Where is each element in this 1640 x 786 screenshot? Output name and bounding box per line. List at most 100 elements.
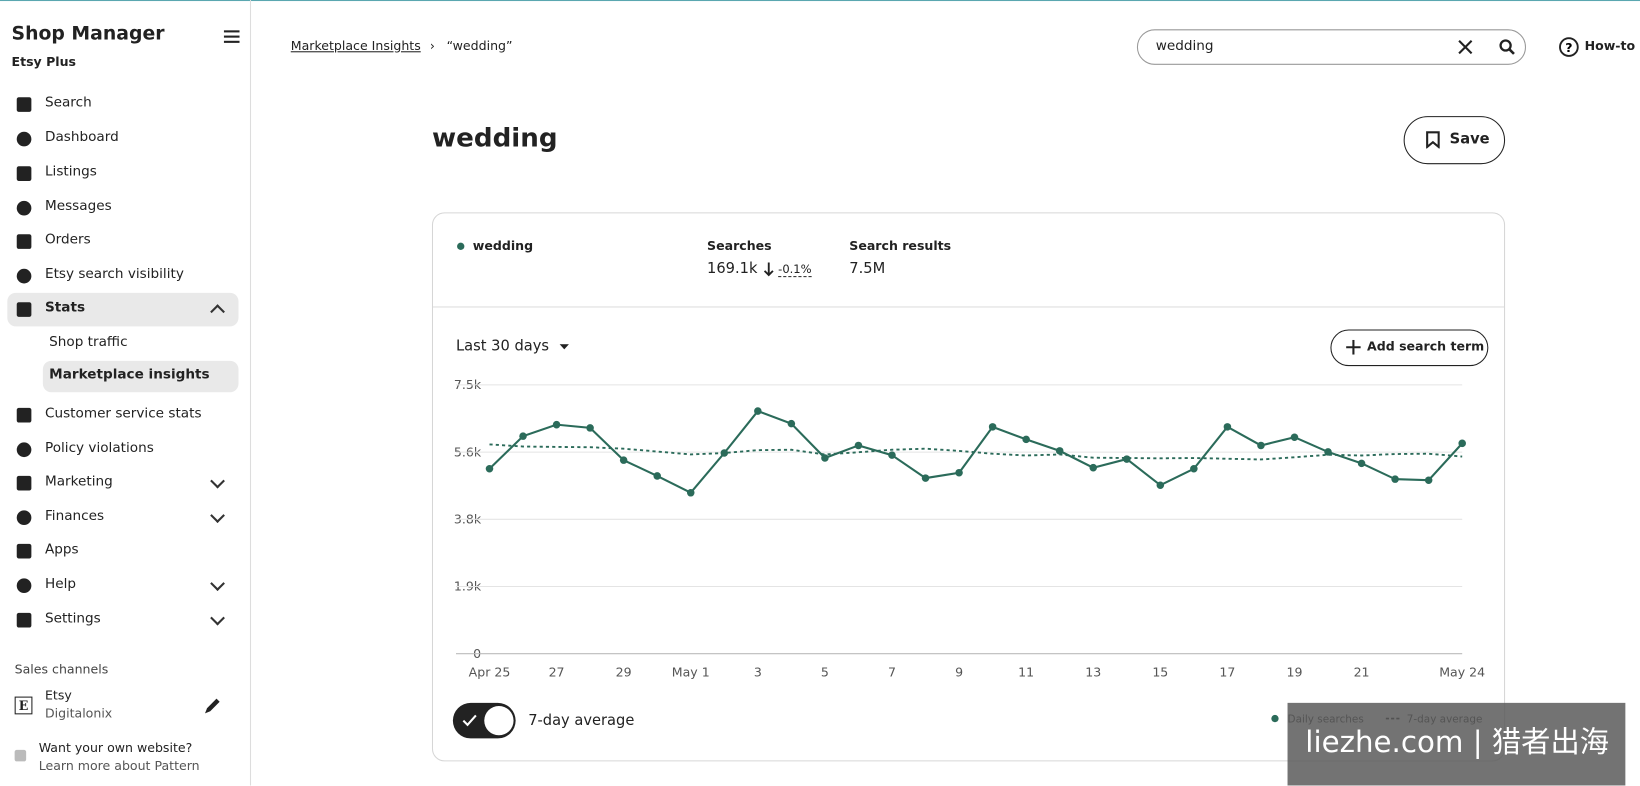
- nav-item[interactable]: Settings: [44, 610, 101, 627]
- breadcrumb-current: “wedding”: [446, 38, 513, 54]
- x-tick-label: 15: [1152, 665, 1168, 680]
- sales-channels: Sales channels: [14, 662, 109, 677]
- svg-text:?: ?: [1565, 40, 1572, 55]
- results-label: Search results: [849, 238, 952, 254]
- data-point: [619, 456, 628, 464]
- data-point: [1190, 464, 1198, 473]
- nav-item[interactable]: Messages: [44, 198, 112, 215]
- top-border: [0, 0, 1640, 2]
- sidebar: Shop Manager Etsy Plus Search Dashboard Li…: [0, 0, 252, 786]
- nav-item[interactable]: Customer service stats: [44, 405, 202, 422]
- nav-icon: [16, 543, 32, 559]
- results-value: 7.5M: [849, 260, 886, 278]
- nav-item[interactable]: Dashboard: [44, 129, 119, 146]
- clear-icon[interactable]: [1458, 40, 1473, 55]
- help-icon[interactable]: ?: [1558, 37, 1579, 58]
- edit-icon[interactable]: [203, 697, 222, 716]
- nav-item[interactable]: Help: [44, 576, 76, 592]
- x-tick-label: 13: [1085, 665, 1101, 680]
- nav-icon: [16, 510, 32, 526]
- nav-icon: [16, 302, 32, 317]
- searches-value: 169.1k: [707, 260, 758, 278]
- data-point: [1223, 423, 1232, 431]
- data-point: [1458, 439, 1466, 448]
- data-point: [854, 441, 863, 450]
- nav-icon: [16, 97, 32, 112]
- nav-subitem[interactable]: Shop traffic: [49, 334, 128, 351]
- data-point: [988, 423, 997, 431]
- menu-icon[interactable]: [223, 29, 241, 44]
- nav-icon: [16, 475, 32, 491]
- down-arrow: [763, 262, 774, 277]
- series-line: [488, 409, 1463, 495]
- nav-item[interactable]: Stats: [44, 300, 86, 316]
- data-point: [787, 419, 796, 428]
- term-dot: [457, 242, 465, 250]
- bookmark-icon: [1426, 131, 1440, 149]
- data-point: [519, 432, 527, 440]
- nav-icon: [16, 407, 32, 423]
- data-point: [1324, 448, 1332, 456]
- range-caret[interactable]: [559, 344, 570, 350]
- x-tick-label: 27: [549, 665, 565, 680]
- plus-icon: [1346, 339, 1361, 355]
- data-point: [1123, 455, 1131, 463]
- x-tick-label: 21: [1354, 665, 1370, 680]
- save-label[interactable]: Save: [1449, 130, 1490, 148]
- x-tick-label: May 1: [672, 665, 710, 680]
- toggle-check: [462, 714, 477, 727]
- chevron[interactable]: [210, 473, 225, 489]
- nav-item[interactable]: Marketing: [44, 473, 113, 490]
- nav-item[interactable]: Apps: [44, 541, 79, 558]
- save-button[interactable]: [1403, 116, 1506, 165]
- x-tick-label: 9: [955, 665, 963, 680]
- nav-item[interactable]: Search: [44, 95, 92, 111]
- nav-icon: [16, 442, 32, 458]
- sidebar-title: Shop Manager: [11, 23, 165, 45]
- data-point: [1357, 459, 1366, 468]
- search-value[interactable]: wedding: [1155, 38, 1214, 55]
- howto[interactable]: How-to: [1584, 38, 1636, 54]
- nav-item[interactable]: Policy violations: [44, 440, 154, 457]
- search-icon[interactable]: [1499, 39, 1516, 56]
- nav-item[interactable]: Listings: [44, 164, 97, 180]
- search-box[interactable]: [1136, 29, 1526, 65]
- x-tick-label: 19: [1287, 665, 1303, 680]
- nav-item[interactable]: Finances: [44, 508, 105, 525]
- data-point: [552, 420, 561, 429]
- x-tick-label: Apr 25: [469, 665, 511, 680]
- promo-link[interactable]: Learn more about Pattern: [38, 758, 200, 773]
- chevron[interactable]: [210, 610, 225, 626]
- data-point: [1055, 447, 1064, 455]
- sub-highlight: [42, 360, 239, 393]
- data-point: [653, 472, 661, 480]
- data-point: [1022, 435, 1030, 444]
- searches-label: Searches: [707, 238, 772, 254]
- x-tick-label: May 24: [1439, 665, 1485, 680]
- add-term-label[interactable]: Add search term: [1367, 338, 1485, 354]
- data-point: [821, 454, 829, 462]
- nav-item[interactable]: Orders: [44, 232, 91, 248]
- sidebar-subtitle: Etsy Plus: [11, 54, 77, 70]
- breadcrumb-link[interactable]: Marketplace Insights: [290, 38, 421, 54]
- x-tick-label: 11: [1018, 665, 1034, 680]
- nav-icon: [16, 268, 32, 284]
- x-tick-label: 29: [616, 665, 632, 680]
- data-point: [955, 468, 963, 477]
- divider: [433, 306, 1505, 308]
- toggle-knob: [484, 705, 514, 736]
- chevron[interactable]: [210, 508, 225, 524]
- nav-item[interactable]: Etsy search visibility: [44, 266, 184, 283]
- searches-change[interactable]: -0.1%: [778, 262, 812, 278]
- range-select[interactable]: Last 30 days: [456, 337, 550, 355]
- data-point: [1089, 463, 1098, 472]
- toggle-label: 7-day average: [528, 712, 635, 730]
- breadcrumb-separator: ›: [429, 38, 435, 54]
- nav-icon: [16, 200, 32, 216]
- nav-subitem[interactable]: Marketplace insights: [49, 367, 210, 383]
- promo-title: Want your own website?: [38, 740, 193, 756]
- average-line: [489, 443, 1463, 461]
- chevron[interactable]: [210, 576, 225, 592]
